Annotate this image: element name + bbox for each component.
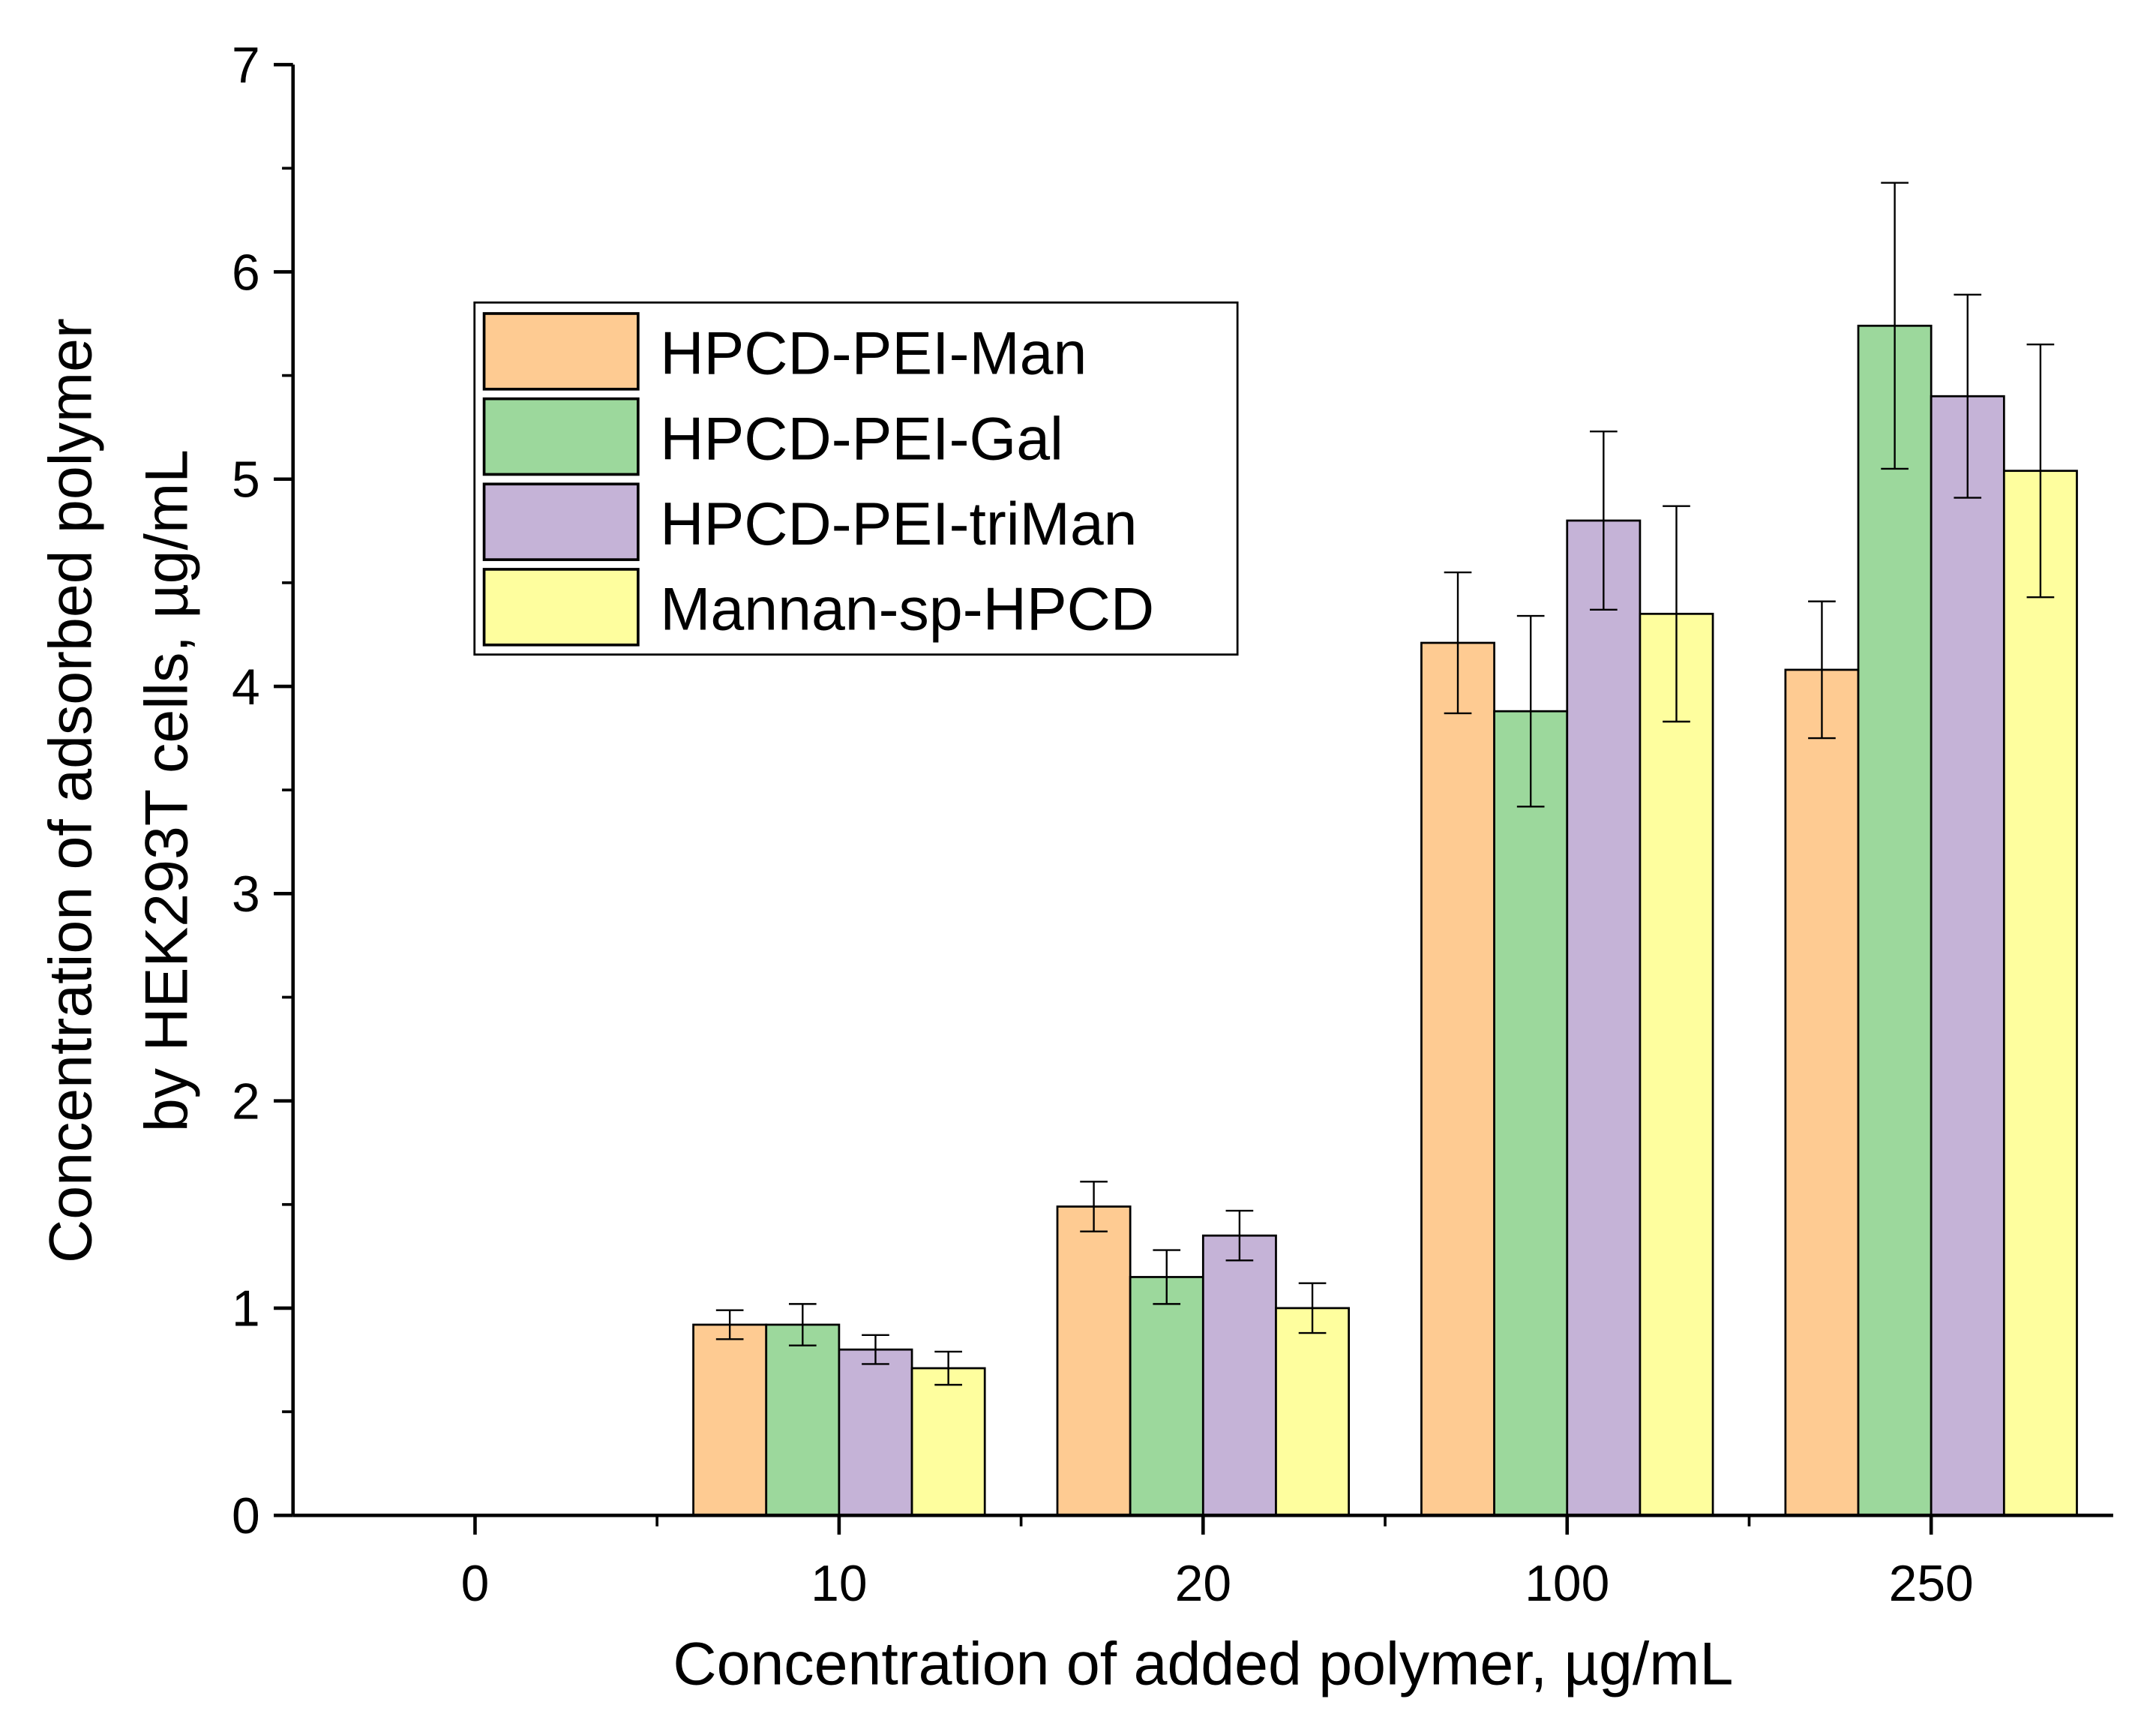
y-tick-label: 3: [232, 866, 260, 923]
y-tick-label: 7: [232, 38, 260, 94]
x-axis-label: Concentration of added polymer, µg/mL: [673, 1631, 1733, 1698]
bar: [1420, 641, 1495, 1517]
legend-label: Mannan-sp-HPCD: [660, 576, 1154, 644]
bar: [1639, 612, 1714, 1517]
y-tick-label: 2: [232, 1073, 260, 1130]
bar: [692, 1323, 768, 1517]
bars-layer: [692, 182, 2078, 1517]
bar: [1930, 395, 2005, 1517]
y-tick-label: 0: [232, 1488, 260, 1544]
bar: [765, 1323, 841, 1517]
legend-swatch: [482, 482, 640, 561]
x-tick-label: 0: [461, 1556, 490, 1612]
bar: [1275, 1307, 1351, 1517]
x-tick-label: 20: [1175, 1556, 1231, 1612]
y-tick-label: 4: [232, 659, 260, 716]
y-axis-label-line2: by HEK293T cells, µg/mL: [133, 449, 201, 1132]
legend-label: HPCD-PEI-Man: [660, 320, 1087, 388]
legend-label: HPCD-PEI-Gal: [660, 405, 1063, 473]
bar: [1784, 668, 1860, 1517]
x-tick-label: 100: [1525, 1556, 1609, 1612]
bar: [2002, 470, 2078, 1517]
legend-swatch: [482, 312, 640, 391]
x-tick-label: 10: [811, 1556, 867, 1612]
bar: [1056, 1205, 1132, 1517]
legend: HPCD-PEI-Man HPCD-PEI-Gal HPCD-PEI-triMan M…: [473, 301, 1239, 656]
bar: [1566, 519, 1642, 1517]
y-tick-label: 5: [232, 452, 260, 509]
x-tick-label: 250: [1889, 1556, 1974, 1612]
legend-swatch: [482, 397, 640, 476]
bar: [1129, 1276, 1204, 1517]
bar: [1201, 1234, 1277, 1517]
y-tick-label: 6: [232, 245, 260, 301]
legend-label: HPCD-PEI-triMan: [660, 491, 1137, 558]
bar: [1493, 710, 1569, 1517]
bar: [1857, 324, 1933, 1517]
legend-swatch: [482, 568, 640, 647]
bar: [910, 1367, 986, 1517]
y-tick-label: 1: [232, 1281, 260, 1337]
y-axis-label-line1: Concentration of adsorbed polymer: [37, 318, 104, 1263]
bar: [838, 1348, 913, 1517]
axes-layer: 0 1 2 3 4 5 6 7 0 10 20 100 250: [232, 38, 2113, 1612]
